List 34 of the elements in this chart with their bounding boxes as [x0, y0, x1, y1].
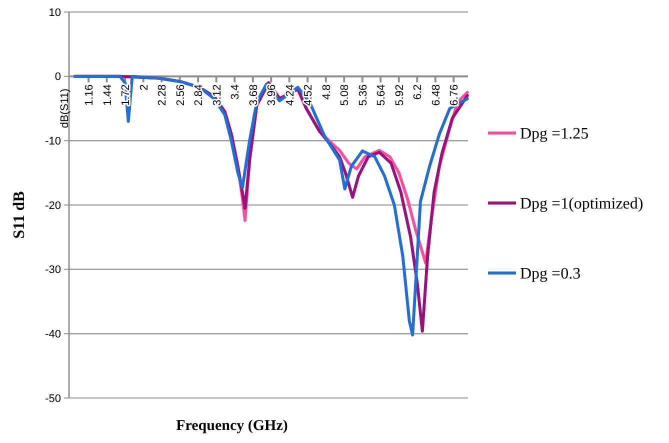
legend-label: Dpg =1(optimized) — [520, 196, 644, 213]
x-tick-label: 3.96 — [266, 84, 278, 106]
x-tick-label: 5.92 — [394, 84, 406, 106]
x-tick-label: 4.52 — [302, 84, 315, 106]
x-tick-label: 2.56 — [174, 84, 187, 106]
x-tick-label: 1.16 — [84, 84, 96, 106]
y-tick-label: -10 — [45, 136, 61, 148]
y-tick-label: 10 — [48, 6, 61, 19]
x-tick-label: 3.4 — [230, 84, 242, 100]
x-tick-label: 2.84 — [193, 84, 206, 106]
x-tick-label: 2 — [138, 84, 150, 90]
x-tick-label: 6.48 — [430, 84, 442, 106]
x-tick-label: 4.8 — [320, 84, 333, 100]
x-tick-label: 6.2 — [412, 84, 424, 100]
x-tick-label: 5.36 — [357, 84, 370, 106]
y-tick-label: -20 — [45, 200, 61, 212]
legend-label: Dpg =1.25 — [520, 126, 589, 143]
y-tick-label: -50 — [45, 392, 61, 405]
y-axis-title: S11 dB — [11, 190, 28, 239]
x-tick-label: 2.28 — [156, 84, 169, 106]
y-tick-label: -40 — [45, 328, 61, 341]
x-tick-label: 5.64 — [376, 84, 388, 106]
x-axis-title: Frequency (GHz) — [176, 418, 288, 434]
y-tick-label: -30 — [45, 264, 61, 276]
y-tick-label: 0 — [54, 71, 61, 84]
legend-label: Dpg =0.3 — [520, 266, 581, 283]
x-tick-label: 5.08 — [339, 84, 352, 106]
x-tick-label: 3.68 — [248, 84, 260, 106]
annotation: dB(S11) — [59, 88, 71, 128]
x-tick-label: 1.72 — [120, 84, 132, 106]
x-tick-label: 6.76 — [448, 84, 461, 106]
x-tick-label: 4.24 — [284, 84, 296, 106]
x-tick-label: 3.12 — [211, 84, 224, 106]
x-tick-label: 1.44 — [102, 84, 114, 106]
